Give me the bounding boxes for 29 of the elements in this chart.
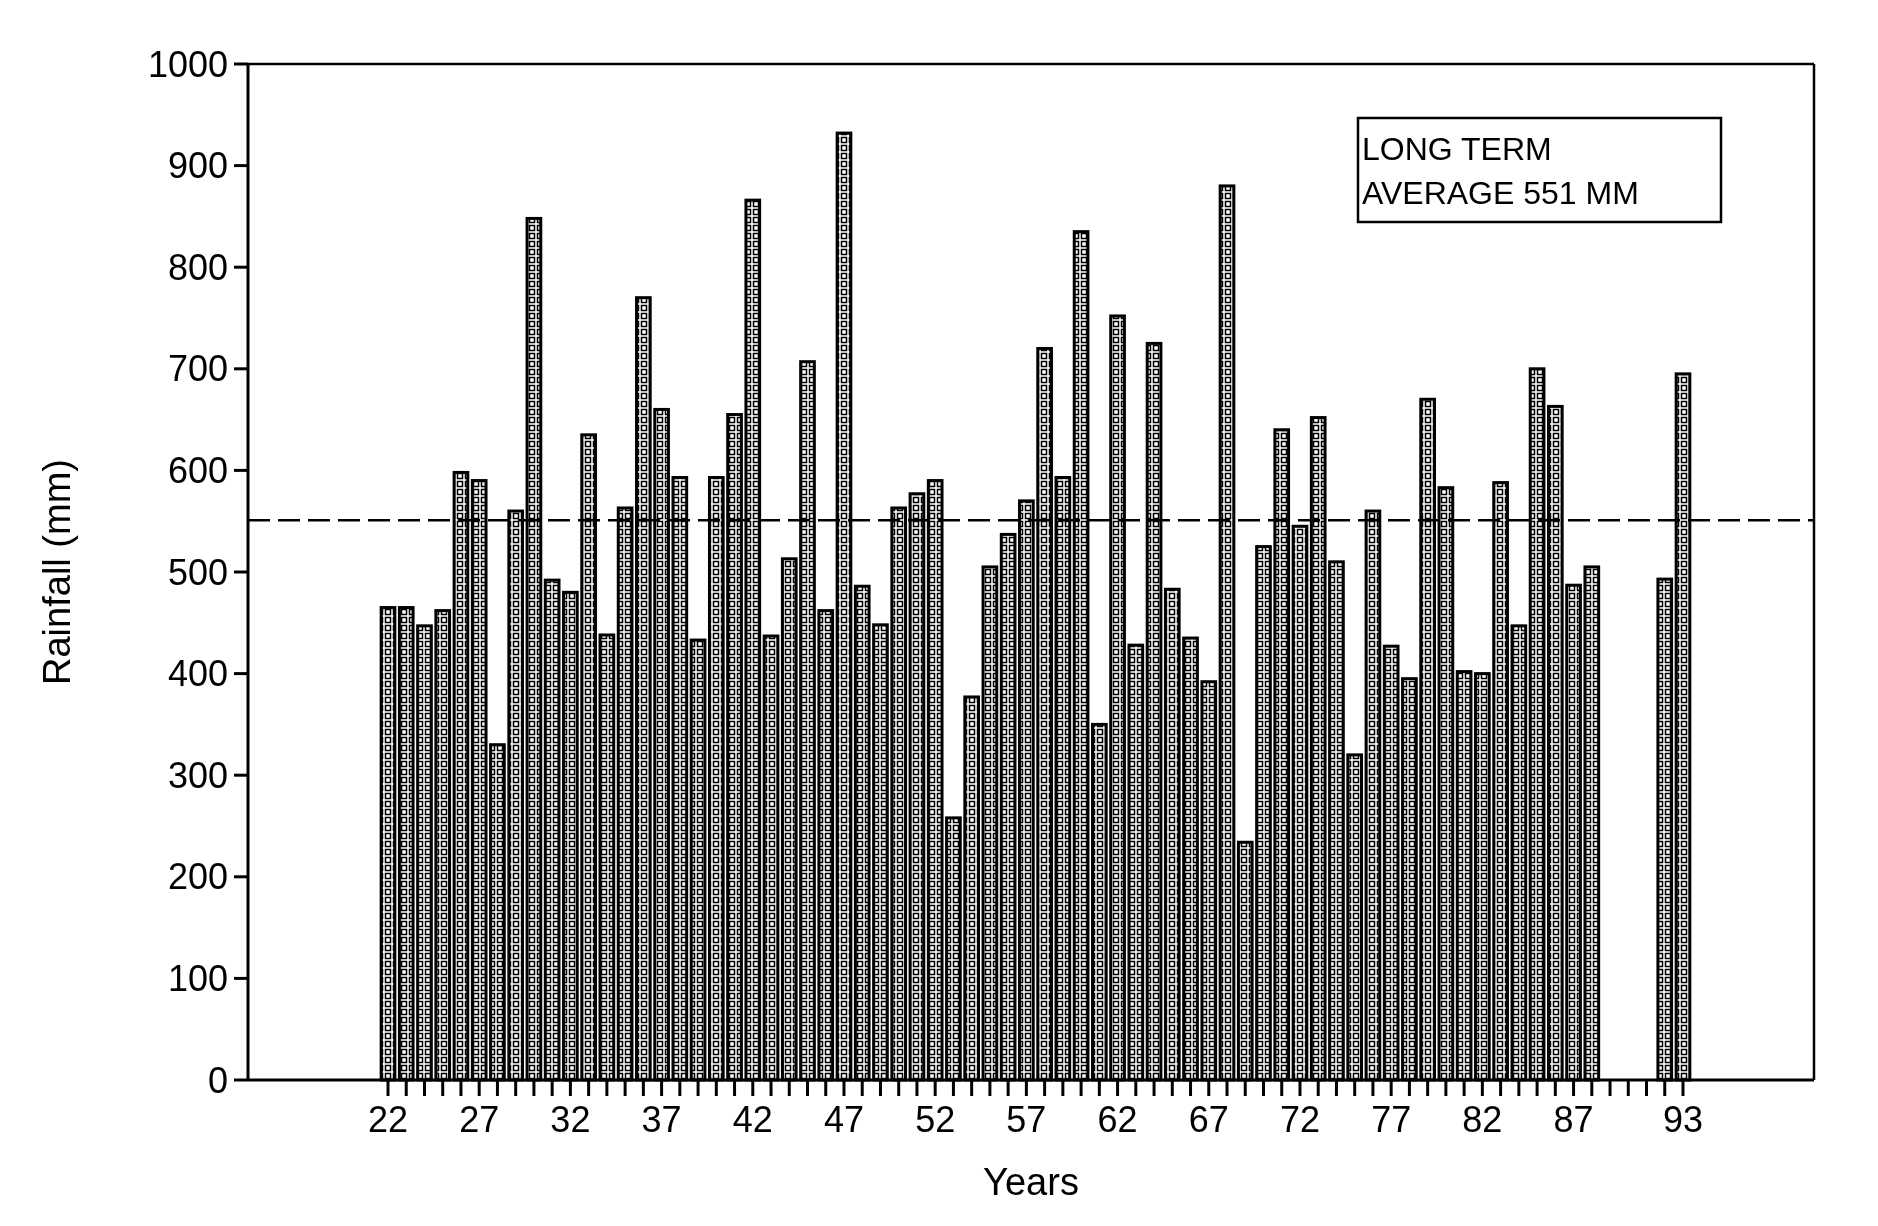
y-tick-label: 300: [167, 754, 228, 796]
x-tick-label: 72: [1279, 1099, 1320, 1140]
x-tick-label: 47: [823, 1099, 865, 1140]
x-tick-label: 57: [1006, 1099, 1047, 1140]
y-tick-label: 900: [167, 145, 228, 187]
y-tick-label: 600: [167, 449, 228, 491]
y-tick-label: 800: [167, 246, 228, 288]
x-tick-label: 82: [1462, 1099, 1503, 1140]
x-tick-label: 77: [1371, 1099, 1412, 1140]
x-tick-label: 22: [367, 1099, 409, 1140]
y-tick-label: 200: [167, 856, 228, 898]
x-tick-label: 93: [1662, 1099, 1704, 1140]
y-tick-label: 0: [207, 1059, 228, 1101]
x-tick-label: 37: [641, 1099, 682, 1140]
x-axis-title: Years: [983, 1161, 1079, 1203]
x-tick-label: 27: [459, 1099, 500, 1140]
x-tick-label: 32: [550, 1099, 591, 1140]
y-tick-label: 700: [167, 348, 228, 390]
y-tick-label: 400: [167, 653, 228, 695]
x-tick-label: 42: [732, 1099, 773, 1140]
y-tick-label: 500: [167, 551, 228, 593]
x-tick-label: 52: [915, 1099, 956, 1140]
y-tick-label: 1000: [147, 43, 228, 85]
x-tick-label: 62: [1097, 1099, 1138, 1140]
x-tick-label: 87: [1553, 1099, 1594, 1140]
y-tick-label: 100: [167, 957, 228, 999]
x-tick-label: 67: [1188, 1099, 1229, 1140]
ref-line-label: LONG TERM AVERAGE 551 MM: [1362, 131, 1639, 211]
y-axis-title: Rainfall (mm): [36, 459, 78, 685]
